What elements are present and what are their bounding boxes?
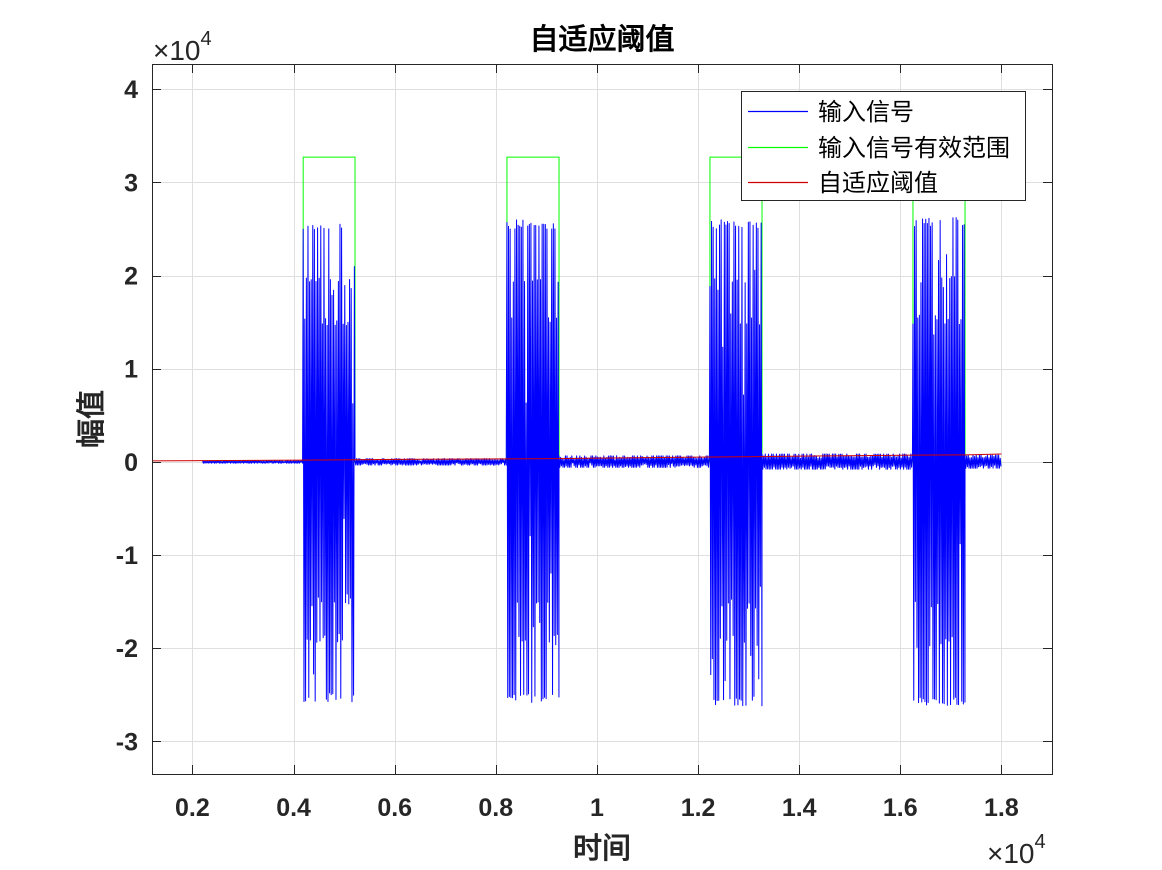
x-exponent-power: 4 bbox=[1035, 831, 1046, 853]
y-tick-label: -2 bbox=[116, 635, 138, 663]
adaptive-threshold-line bbox=[152, 453, 1002, 462]
legend-label-adaptive-threshold: 自适应阈值 bbox=[818, 170, 938, 197]
axes-box bbox=[152, 64, 1053, 775]
y-tick-label: 0 bbox=[124, 449, 138, 477]
y-axis-label: 幅值 bbox=[75, 390, 108, 448]
legend-label-input-signal: 输入信号 bbox=[818, 99, 914, 126]
x-tick-label: 1.6 bbox=[883, 794, 918, 822]
x-axis-label: 时间 bbox=[573, 832, 631, 865]
x-tick-label: 0.4 bbox=[276, 794, 311, 822]
x-tick-label: 0.8 bbox=[478, 794, 513, 822]
y-tick-label: 1 bbox=[124, 356, 138, 384]
y-tick-label: -1 bbox=[116, 542, 138, 570]
x-exponent-base: ×10 bbox=[987, 838, 1035, 869]
x-axis-exponent: ×104 bbox=[987, 831, 1046, 869]
legend: 输入信号 输入信号有效范围 自适应阈值 bbox=[741, 91, 1026, 201]
y-tick-label: 4 bbox=[124, 76, 138, 104]
x-tick-label: 1.8 bbox=[984, 794, 1019, 822]
legend-label-valid-range: 输入信号有效范围 bbox=[818, 135, 1010, 162]
x-tick-labels: 0.2 0.4 0.6 0.8 1 1.2 1.4 1.6 1.8 bbox=[175, 794, 1019, 822]
y-tick-label: -3 bbox=[116, 728, 138, 756]
y-exponent-base: ×10 bbox=[153, 35, 201, 66]
x-tick-label: 1.2 bbox=[681, 794, 716, 822]
x-tick-label: 1 bbox=[590, 794, 604, 822]
y-exponent-power: 4 bbox=[201, 28, 212, 50]
tick-marks bbox=[152, 64, 1052, 774]
x-tick-label: 1.4 bbox=[782, 794, 817, 822]
y-axis-exponent: ×104 bbox=[153, 28, 212, 66]
y-tick-labels: -3 -2 -1 0 1 2 3 4 bbox=[116, 76, 138, 756]
chart-title: 自适应阈值 bbox=[529, 22, 674, 56]
x-tick-label: 0.2 bbox=[175, 794, 210, 822]
y-tick-label: 3 bbox=[124, 169, 138, 197]
y-tick-label: 2 bbox=[124, 263, 138, 291]
x-tick-label: 0.6 bbox=[377, 794, 412, 822]
